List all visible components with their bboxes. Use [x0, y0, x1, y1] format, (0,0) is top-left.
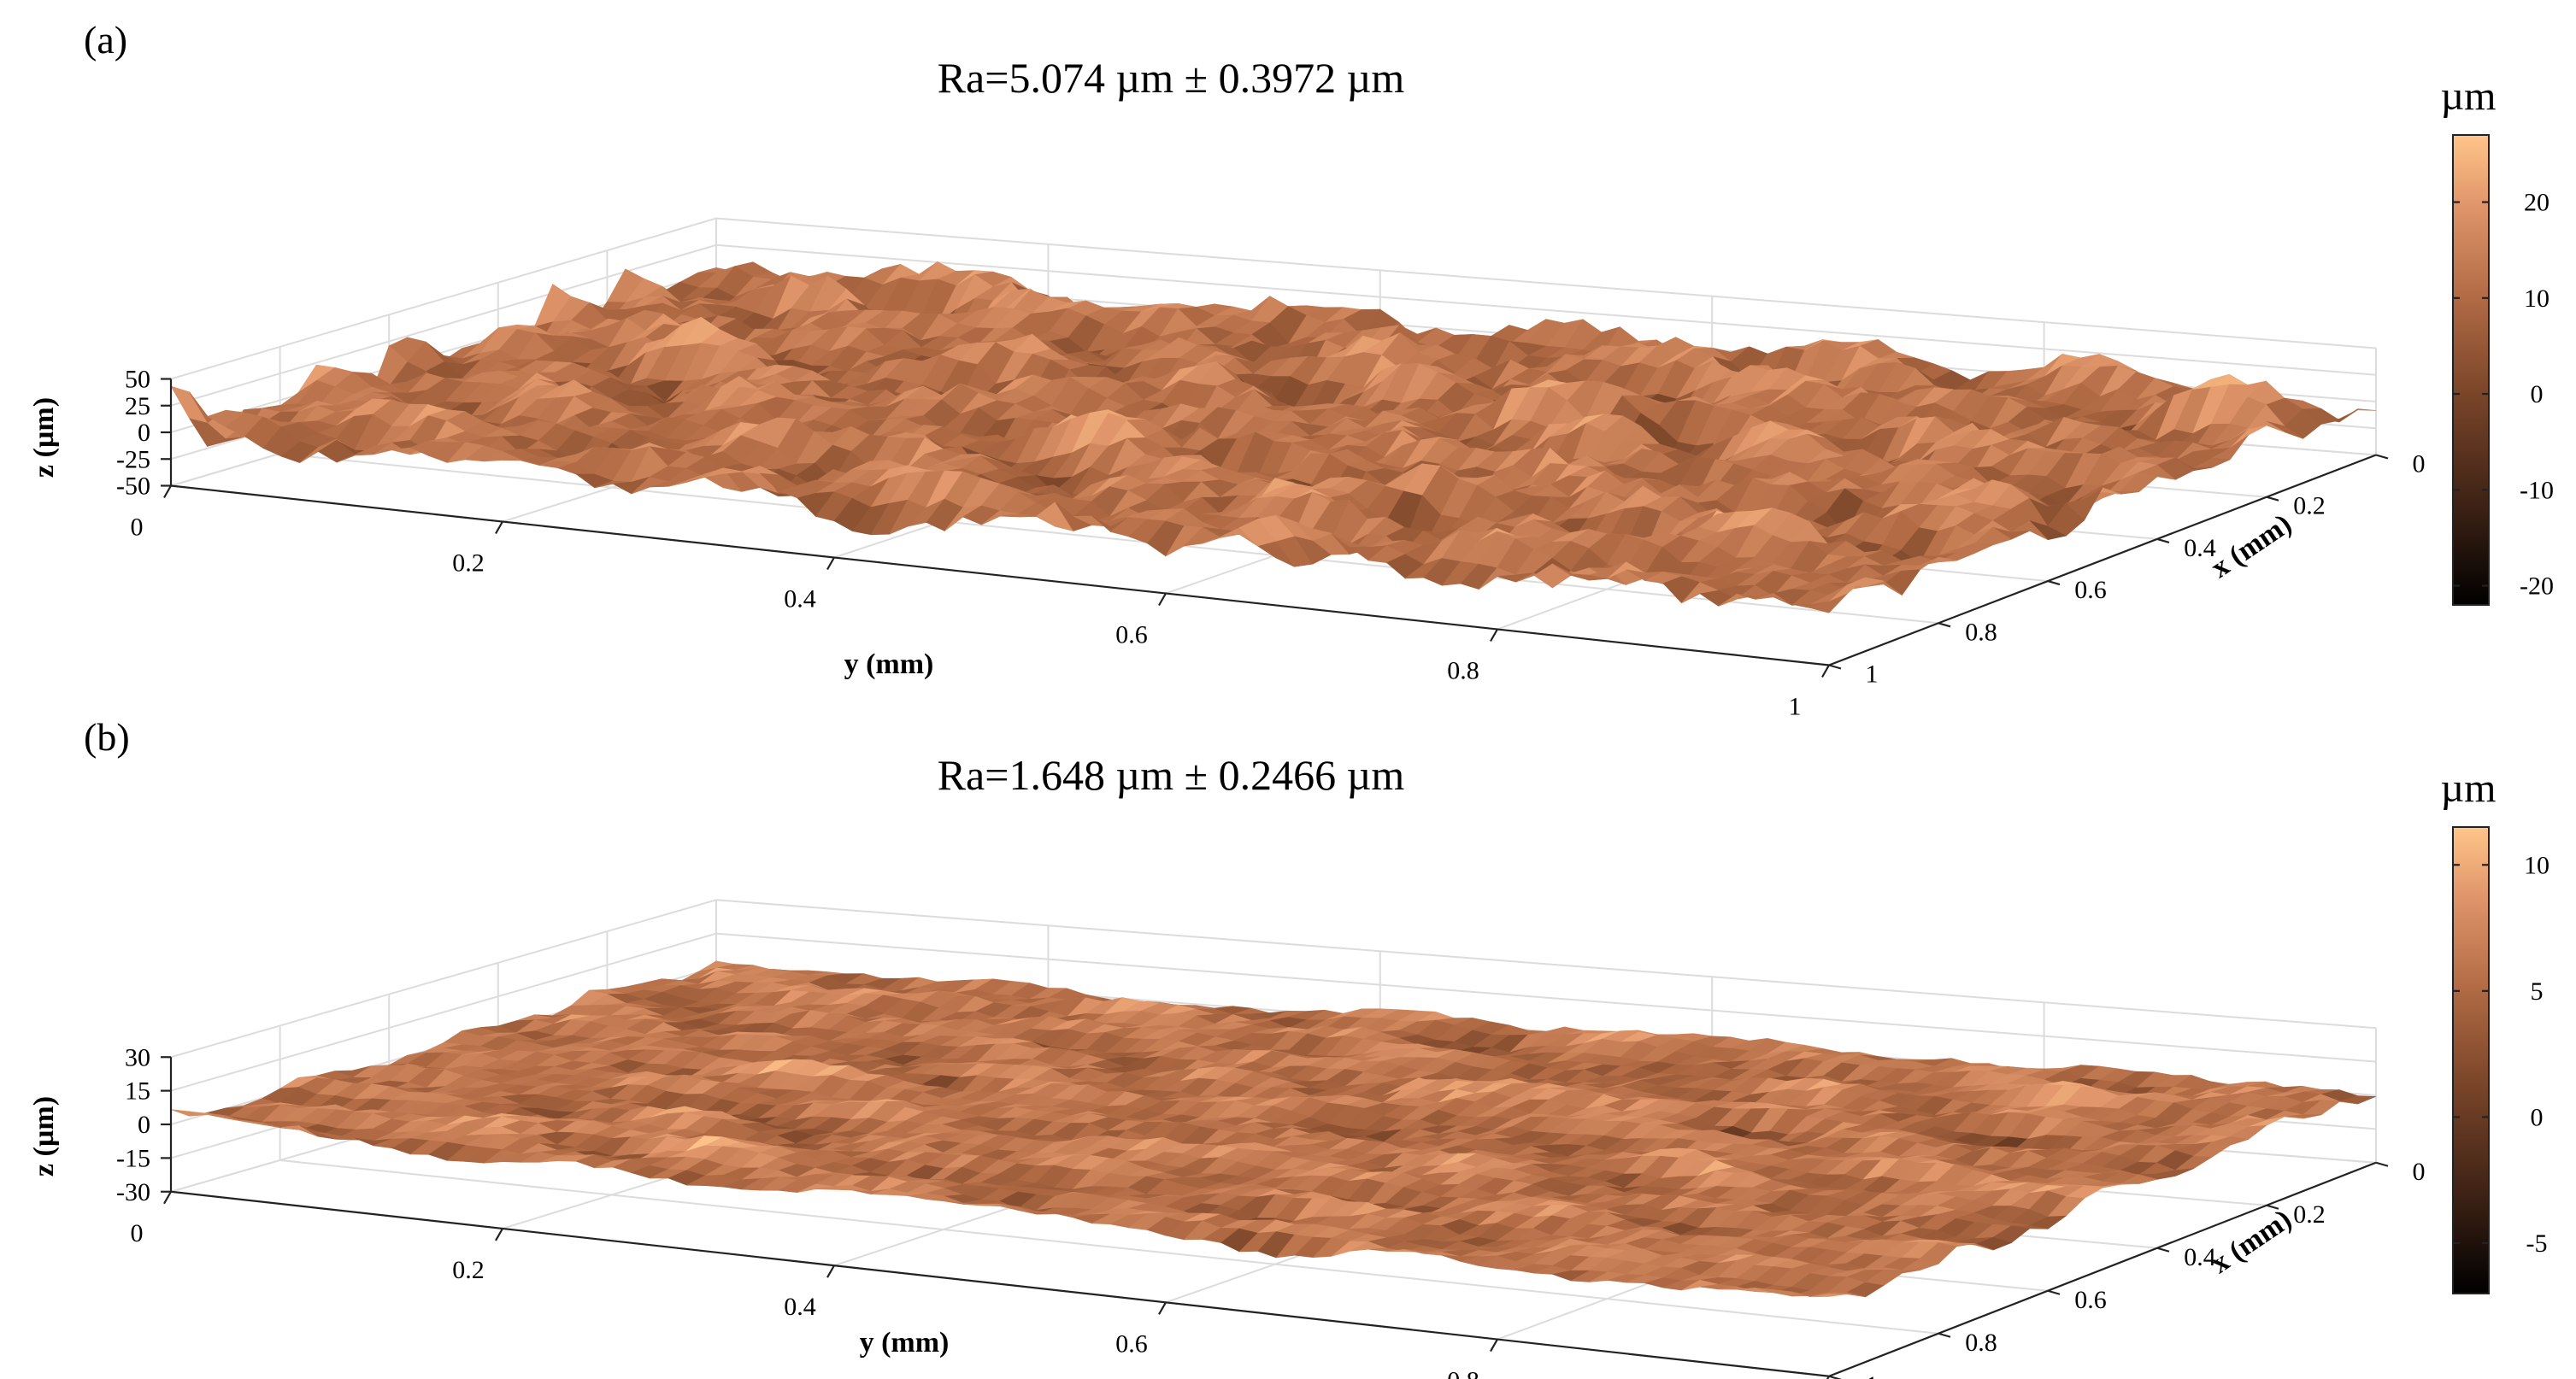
y-tick-label: 0.4	[784, 1293, 816, 1321]
y-axis-label: y (mm)	[844, 648, 934, 680]
x-tick-label: 0.4	[2184, 534, 2216, 562]
x-tick-label: 0.4	[2184, 1243, 2216, 1271]
colorbar-tick-label: 10	[2524, 851, 2550, 879]
y-tick-label: 0.4	[784, 585, 816, 613]
panel-a: (a) Ra=5.074 µm ± 0.3972 µm 0 0.2 0.4 0.6 0.…	[28, 18, 2554, 721]
colorbar-tick-label: 10	[2524, 285, 2550, 313]
chart-title: Ra=5.074 µm ± 0.3972 µm	[938, 54, 1405, 102]
panel-b: (b) Ra=1.648 µm ± 0.2466 µm 0 0.2 0.4 0.6 0.…	[28, 715, 2550, 1379]
y-tick-label: 0.8	[1447, 657, 1479, 685]
colorbar-tick-label: 0	[2531, 1103, 2544, 1131]
x-tick-label: 0.8	[1965, 1329, 1997, 1357]
x-tick-label: 0	[2413, 1158, 2426, 1186]
y-axis-label: y (mm)	[860, 1327, 950, 1358]
y-tick-label: 0.2	[452, 1256, 485, 1284]
colorbar-unit: µm	[2441, 73, 2497, 119]
x-tick-label: 1	[1866, 660, 1879, 689]
colorbar-tick-label: -5	[2526, 1229, 2548, 1258]
x-tick-labels: 0 0.2 0.4 0.6 0.8 1	[1866, 450, 2426, 689]
x-tick-label: 0.6	[2074, 576, 2107, 604]
surface	[170, 960, 2377, 1298]
z-tick-label: 25	[125, 392, 150, 420]
y-tick-label: 0.8	[1447, 1367, 1479, 1379]
z-tick-label: 0	[138, 419, 150, 447]
x-axis-label: x (mm)	[2205, 1204, 2297, 1280]
colorbar-tick-label: 5	[2531, 977, 2544, 1006]
z-tick-labels: 30 15 0 -15 -30	[116, 1043, 150, 1206]
y-tick-label: 1	[1789, 693, 1802, 721]
y-tick-label: 0.6	[1115, 621, 1148, 649]
y-tick-label: 0.2	[452, 549, 485, 578]
x-tick-label: 0	[2413, 450, 2426, 478]
colorbar-ticks: 10 5 0 -5	[2453, 851, 2550, 1258]
colorbar-unit: µm	[2441, 766, 2497, 811]
x-axis-label: x (mm)	[2205, 508, 2297, 584]
y-tick-labels: 00.20.40.60.81	[131, 1219, 1479, 1379]
z-tick-label: -30	[116, 1178, 150, 1206]
colorbar-tick-label: -20	[2520, 572, 2554, 601]
colorbar-gradient	[2452, 134, 2490, 606]
chart-title: Ra=1.648 µm ± 0.2466 µm	[938, 751, 1405, 799]
x-tick-label: 0.6	[2074, 1286, 2107, 1314]
x-tick-labels: 0 0.2 0.4 0.6 0.8 1	[1866, 1158, 2426, 1379]
x-tick-label: 0.2	[2293, 1200, 2326, 1229]
z-tick-label: 15	[125, 1077, 150, 1106]
y-tick-label: 0	[131, 513, 144, 542]
colorbar-tick-label: 20	[2524, 189, 2550, 217]
z-tick-label: -50	[116, 472, 150, 501]
z-tick-label: 30	[125, 1043, 150, 1071]
x-tick-label: 0.8	[1965, 618, 1997, 646]
z-tick-label: -25	[116, 445, 150, 473]
colorbar-ticks: 20 10 0 -10 -20	[2453, 189, 2554, 601]
colorbar-gradient	[2452, 826, 2490, 1294]
y-tick-label: 0.6	[1115, 1329, 1148, 1358]
z-axis-label: z (µm)	[28, 397, 60, 478]
z-axis-label: z (µm)	[28, 1096, 60, 1177]
z-tick-label: 0	[138, 1111, 150, 1139]
colorbar-tick-label: 0	[2531, 380, 2544, 408]
y-tick-label: 0	[131, 1219, 144, 1247]
colorbar: µm 10 5 0 -5	[2441, 766, 2550, 1294]
axes	[161, 378, 2389, 678]
x-tick-label: 0.2	[2293, 492, 2326, 520]
axes	[161, 1056, 2389, 1379]
colorbar-tick-label: -10	[2520, 476, 2554, 504]
panel-label: (b)	[84, 715, 130, 759]
surface	[170, 261, 2377, 613]
y-tick-labels: 0 0.2 0.4 0.6 0.8 1	[131, 513, 1802, 721]
z-tick-label: -15	[116, 1144, 150, 1172]
z-tick-label: 50	[125, 366, 150, 394]
panel-label: (a)	[84, 18, 127, 62]
colorbar: µm 20 10 0 -10 -20	[2441, 73, 2554, 606]
x-tick-label: 1	[1866, 1371, 1879, 1379]
